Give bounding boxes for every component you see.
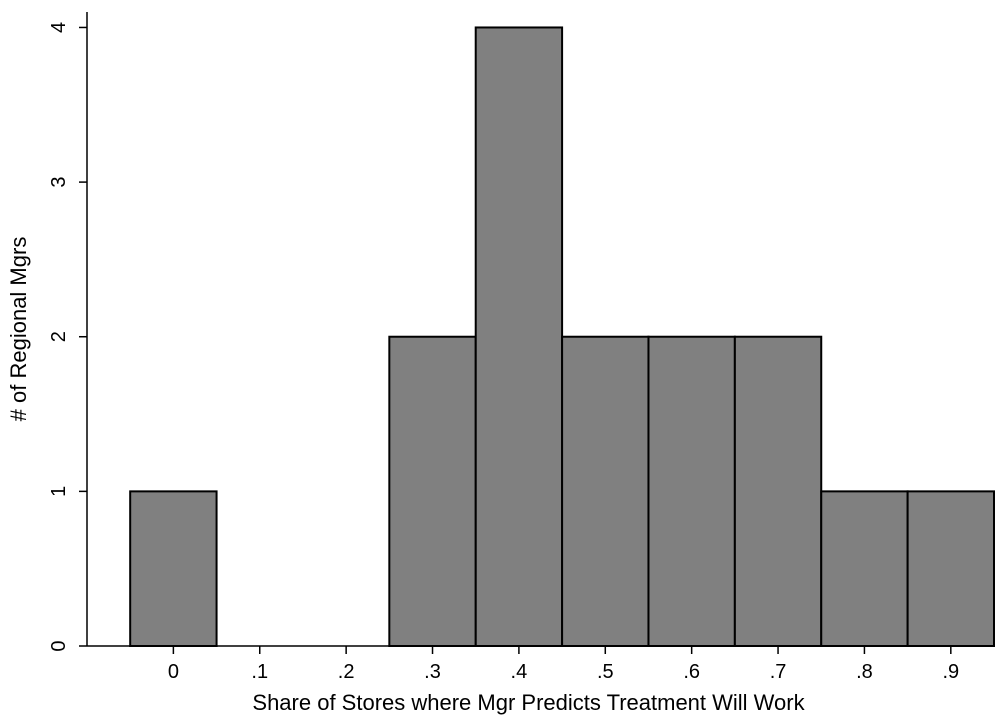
bar [474, 26, 564, 647]
x-tick-label: 0 [168, 661, 179, 683]
bar [820, 490, 909, 647]
bar [129, 490, 218, 647]
x-ticks-group: 0 .1 .2 .3 .4 .5 .6 .7 .8 .9 [168, 646, 959, 683]
x-tick-label: .7 [770, 661, 787, 683]
y-tick-label: 3 [48, 177, 70, 188]
y-tick-label: 4 [48, 22, 70, 33]
bar [561, 335, 650, 647]
x-tick-label: .8 [856, 661, 873, 683]
bar [906, 490, 995, 647]
x-tick-label: .3 [424, 661, 441, 683]
y-tick-label: 2 [48, 331, 70, 342]
x-tick-label: .2 [338, 661, 355, 683]
y-axis-label: # of Regional Mgrs [6, 237, 31, 422]
bars-group [129, 26, 995, 647]
y-tick-label: 0 [48, 640, 70, 651]
bar [733, 335, 823, 647]
x-tick-label: .4 [511, 661, 528, 683]
x-tick-label: .9 [942, 661, 959, 683]
bar [647, 335, 736, 647]
y-tick-label: 1 [48, 486, 70, 497]
x-tick-label: .5 [597, 661, 614, 683]
x-tick-label: .1 [251, 661, 268, 683]
y-ticks-group: 0 1 2 3 4 [48, 22, 87, 652]
bar [388, 335, 477, 647]
x-axis-label: Share of Stores where Mgr Predicts Treat… [252, 690, 805, 715]
x-tick-label: .6 [683, 661, 700, 683]
